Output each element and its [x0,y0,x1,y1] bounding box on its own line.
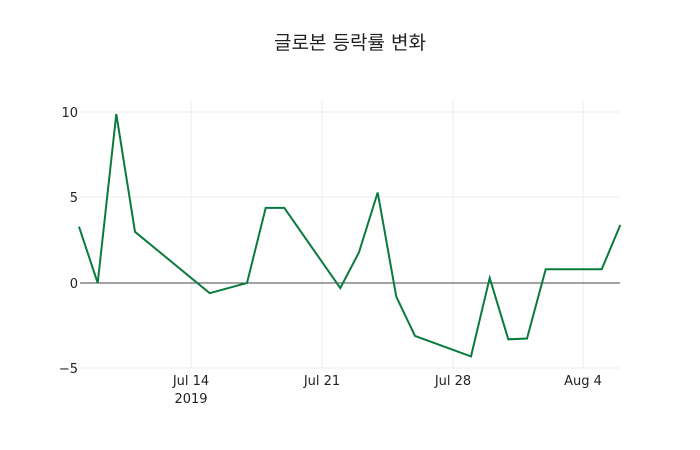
y-axis: 10 5 0 −5 [59,106,78,377]
grid [80,100,620,369]
y-tick-label: −5 [59,362,78,377]
x-tick-label: Jul 28 [434,374,471,389]
x-tick-label: Jul 21 [303,374,340,389]
y-tick-label: 10 [61,106,78,121]
series-line [78,113,622,358]
y-tick-label: 5 [70,191,78,206]
chart-title: 글로본 등락률 변화 [274,32,426,54]
x-axis: Jul 14 2019 Jul 21 Jul 28 Aug 4 [172,374,602,407]
x-tick-label: Jul 14 [172,374,209,389]
x-tick-label: Aug 4 [564,374,602,389]
x-tick-year-label: 2019 [174,392,207,407]
y-tick-label: 0 [70,277,78,292]
